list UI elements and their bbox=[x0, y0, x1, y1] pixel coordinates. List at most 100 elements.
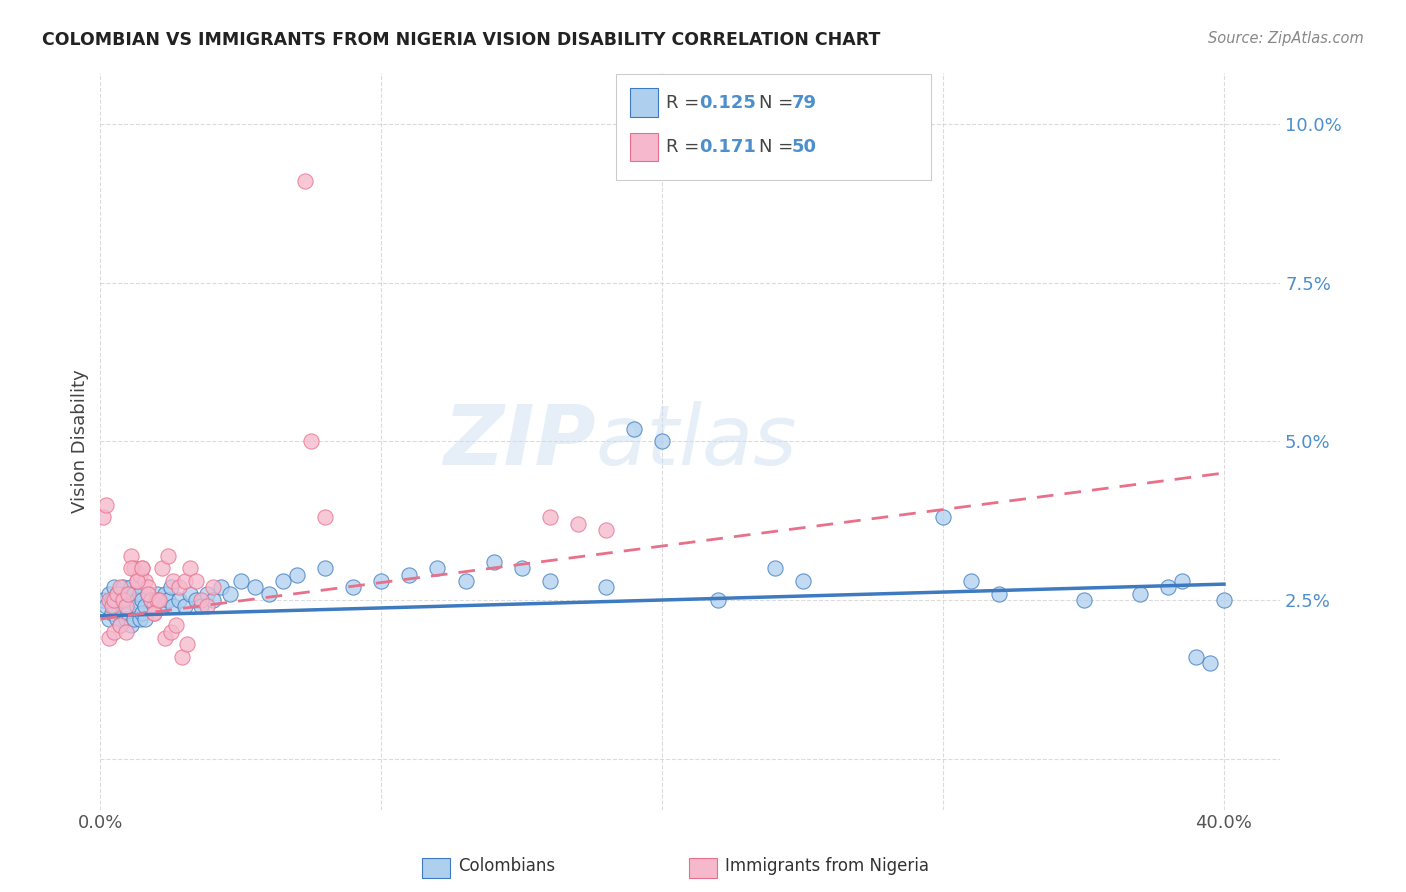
Point bbox=[153, 631, 176, 645]
Point bbox=[190, 599, 212, 614]
Point bbox=[111, 580, 134, 594]
Point bbox=[538, 574, 561, 588]
Point bbox=[105, 587, 128, 601]
Point bbox=[103, 624, 125, 639]
Point bbox=[142, 599, 165, 614]
Point bbox=[97, 631, 120, 645]
Text: R =: R = bbox=[666, 94, 706, 112]
Point bbox=[398, 567, 420, 582]
Point bbox=[314, 510, 336, 524]
Point bbox=[125, 599, 148, 614]
Point bbox=[153, 587, 176, 601]
Point bbox=[243, 580, 266, 594]
Point bbox=[595, 580, 617, 594]
Text: N =: N = bbox=[759, 138, 799, 156]
Point bbox=[567, 516, 589, 531]
Point bbox=[173, 599, 195, 614]
Point bbox=[142, 606, 165, 620]
Point bbox=[156, 593, 179, 607]
Point bbox=[117, 587, 139, 601]
Point bbox=[162, 574, 184, 588]
Point bbox=[134, 599, 156, 614]
Point bbox=[707, 593, 730, 607]
Point bbox=[128, 612, 150, 626]
Point bbox=[145, 587, 167, 601]
Point bbox=[184, 593, 207, 607]
Y-axis label: Vision Disability: Vision Disability bbox=[72, 369, 89, 513]
Point bbox=[120, 561, 142, 575]
Point bbox=[510, 561, 533, 575]
Point bbox=[454, 574, 477, 588]
Point bbox=[299, 434, 322, 449]
Point bbox=[97, 587, 120, 601]
Point bbox=[108, 618, 131, 632]
Text: 0.125: 0.125 bbox=[699, 94, 755, 112]
Point bbox=[122, 561, 145, 575]
Point bbox=[538, 510, 561, 524]
Point bbox=[111, 606, 134, 620]
Point bbox=[100, 599, 122, 614]
Point bbox=[103, 593, 125, 607]
Point bbox=[190, 593, 212, 607]
Point bbox=[114, 624, 136, 639]
Point bbox=[139, 593, 162, 607]
Point bbox=[150, 561, 173, 575]
Point bbox=[179, 561, 201, 575]
Point bbox=[117, 606, 139, 620]
Text: 50: 50 bbox=[792, 138, 817, 156]
Point bbox=[932, 510, 955, 524]
Point bbox=[131, 561, 153, 575]
Point bbox=[792, 574, 814, 588]
Point bbox=[1129, 587, 1152, 601]
Point bbox=[131, 606, 153, 620]
Point bbox=[370, 574, 392, 588]
Text: R =: R = bbox=[666, 138, 706, 156]
Point bbox=[595, 523, 617, 537]
Text: 79: 79 bbox=[792, 94, 817, 112]
Point bbox=[128, 587, 150, 601]
Point bbox=[94, 599, 117, 614]
Text: 0.171: 0.171 bbox=[699, 138, 755, 156]
Point bbox=[218, 587, 240, 601]
Point bbox=[97, 612, 120, 626]
Point bbox=[145, 593, 167, 607]
Point bbox=[114, 599, 136, 614]
Point bbox=[111, 593, 134, 607]
Point bbox=[426, 561, 449, 575]
Point bbox=[114, 612, 136, 626]
Point bbox=[1199, 657, 1222, 671]
Point bbox=[134, 574, 156, 588]
Point bbox=[108, 618, 131, 632]
Point bbox=[120, 549, 142, 563]
Point bbox=[159, 580, 181, 594]
Point bbox=[257, 587, 280, 601]
Text: atlas: atlas bbox=[596, 401, 797, 482]
Point bbox=[229, 574, 252, 588]
Point bbox=[1213, 593, 1236, 607]
Point bbox=[134, 612, 156, 626]
Text: Immigrants from Nigeria: Immigrants from Nigeria bbox=[725, 857, 929, 875]
Point bbox=[100, 606, 122, 620]
Point bbox=[97, 593, 120, 607]
Point bbox=[136, 587, 159, 601]
Point bbox=[114, 587, 136, 601]
Point bbox=[120, 580, 142, 594]
Point bbox=[167, 580, 190, 594]
Point bbox=[159, 624, 181, 639]
Point bbox=[1073, 593, 1095, 607]
Point bbox=[94, 498, 117, 512]
Point bbox=[176, 637, 198, 651]
Point bbox=[108, 580, 131, 594]
Point bbox=[125, 593, 148, 607]
Point bbox=[148, 593, 170, 607]
Point bbox=[201, 593, 224, 607]
Point bbox=[105, 612, 128, 626]
Point bbox=[763, 561, 786, 575]
Point bbox=[1171, 574, 1194, 588]
Point bbox=[294, 174, 316, 188]
Point bbox=[136, 580, 159, 594]
Point bbox=[136, 587, 159, 601]
Point bbox=[103, 580, 125, 594]
Point bbox=[1157, 580, 1180, 594]
Point bbox=[117, 593, 139, 607]
